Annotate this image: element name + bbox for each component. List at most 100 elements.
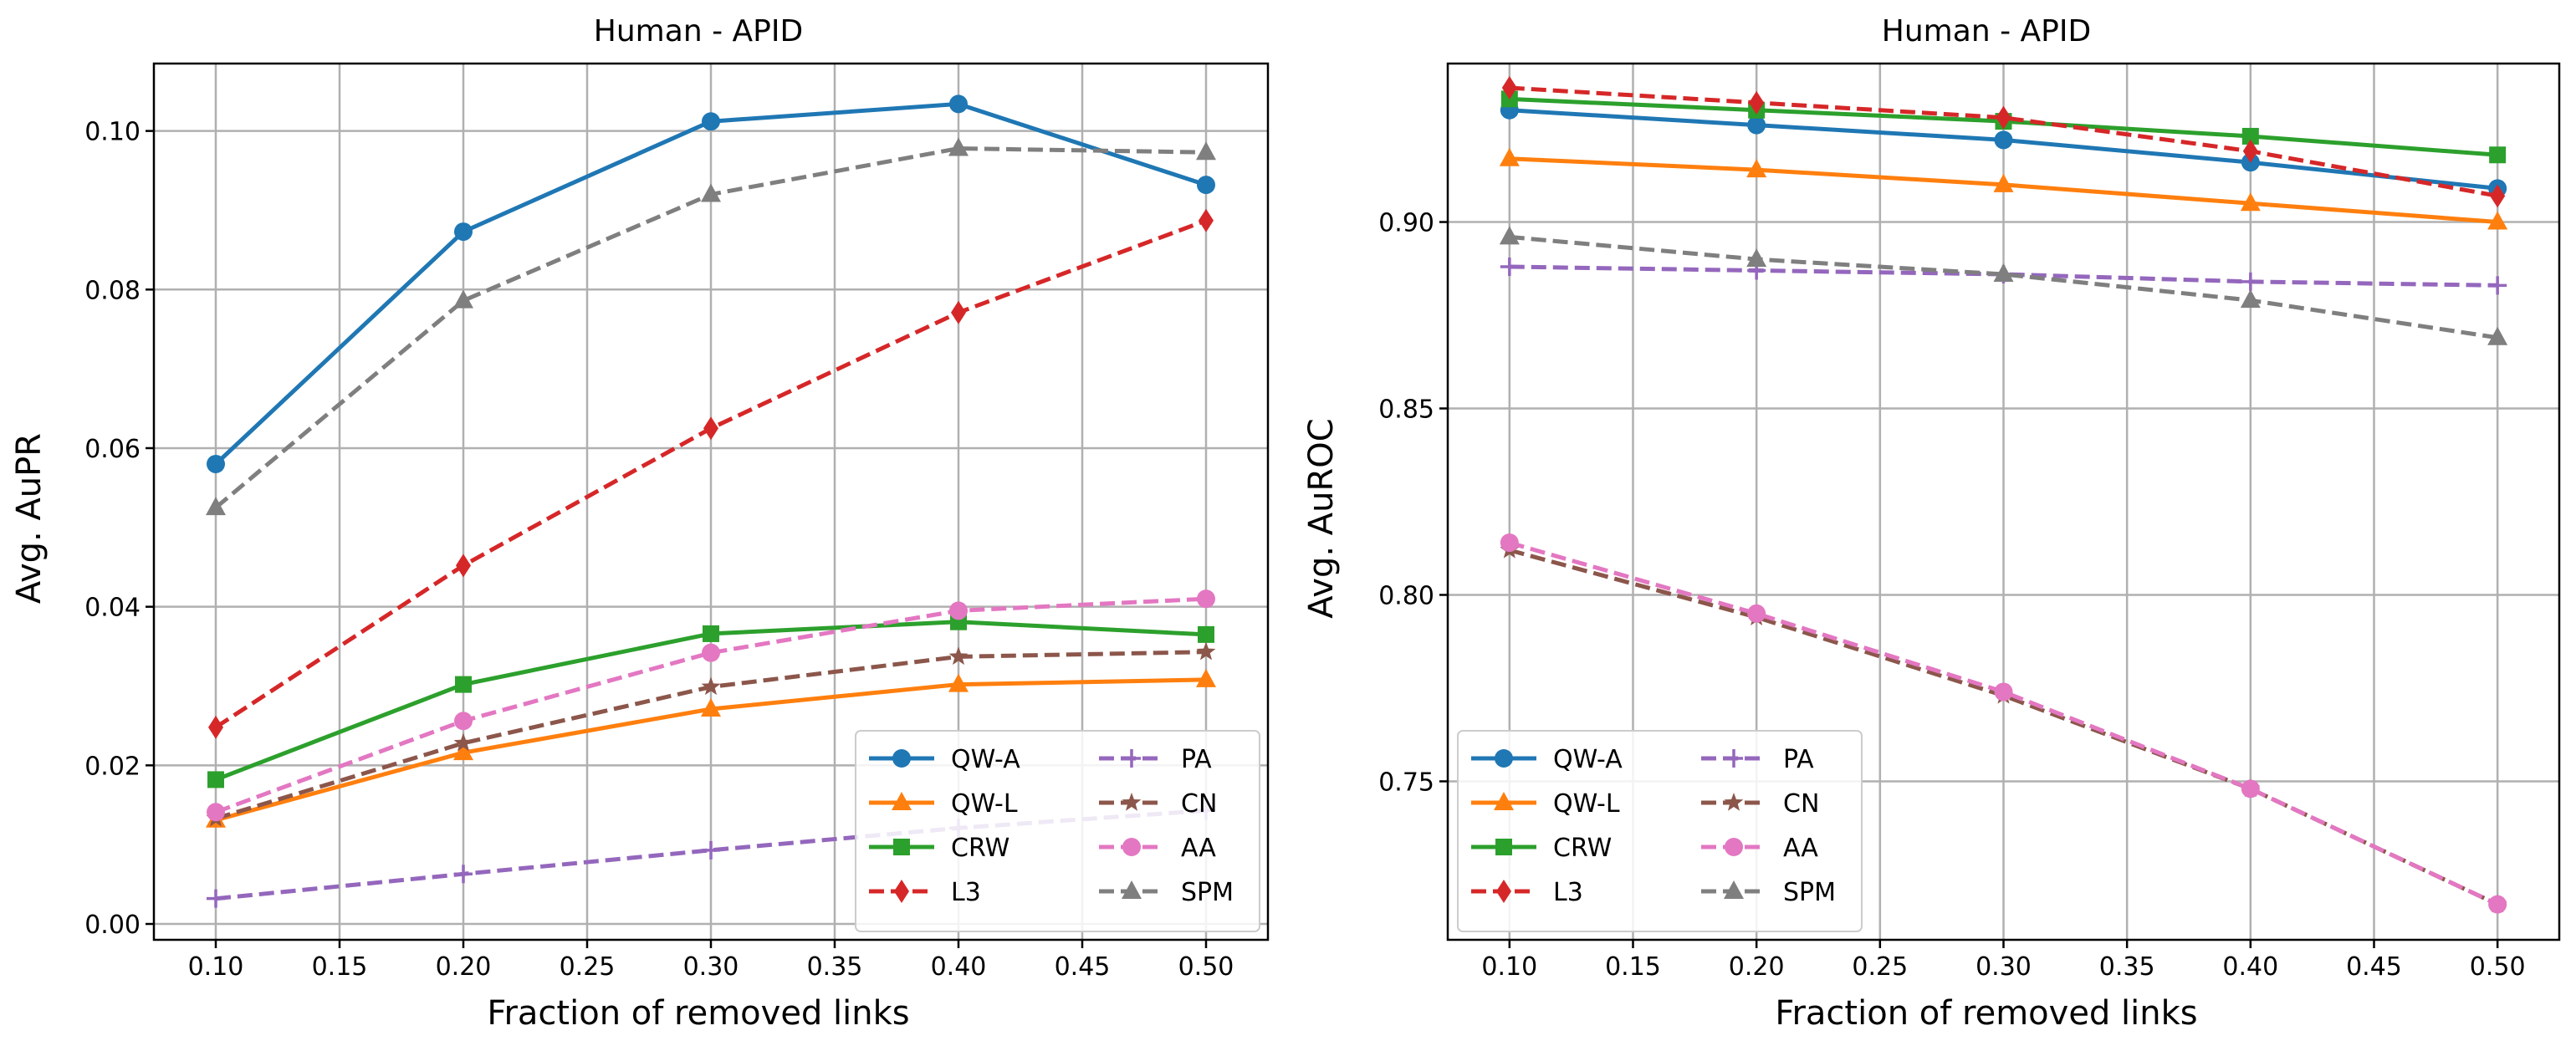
- series-qw-l: [1499, 147, 2508, 230]
- series-l3: [1501, 75, 2506, 208]
- data-point-l3: [1996, 105, 2011, 130]
- legend-entry-cn: CN: [1099, 789, 1217, 819]
- legend-label-l3: L3: [1553, 878, 1583, 907]
- data-point-cn: [948, 646, 969, 666]
- legend-label-cn: CN: [1181, 789, 1217, 819]
- data-point-aa: [454, 712, 473, 731]
- legend-entry-aa: AA: [1099, 834, 1216, 863]
- data-point-crw: [207, 771, 224, 788]
- chart-title: Human - APID: [1882, 14, 2091, 48]
- x-tick-label: 0.45: [2346, 952, 2402, 982]
- legend-marker-qw-a: [1495, 749, 1513, 768]
- chart-aupr: Human - APID Fraction of removed links A…: [10, 14, 1270, 1033]
- legend-marker-qw-l: [892, 792, 912, 810]
- legend-entry-spm: SPM: [1701, 878, 1836, 907]
- legend-label-qw-l: QW-L: [1553, 789, 1620, 819]
- legend-label-crw: CRW: [1553, 834, 1612, 863]
- data-point-aa: [2241, 779, 2260, 799]
- data-point-spm: [1746, 248, 1767, 268]
- legend-entry-l3: L3: [869, 878, 981, 907]
- legend-entry-crw: CRW: [869, 834, 1009, 863]
- y-tick-label: 0.08: [84, 276, 141, 305]
- legend: QW-A QW-L CRW L3 PA CN AA SPM: [1457, 730, 1863, 932]
- data-point-aa: [1197, 589, 1215, 609]
- legend-entry-pa: PA: [1099, 745, 1212, 774]
- legend-entry-qw-l: QW-L: [869, 789, 1018, 819]
- legend-marker-crw: [1495, 839, 1512, 855]
- legend-entry-l3: L3: [1471, 878, 1583, 907]
- data-point-l3: [1749, 90, 1765, 115]
- x-tick-label: 0.45: [1055, 952, 1111, 982]
- legend-label-crw: CRW: [951, 834, 1009, 863]
- data-point-crw: [703, 625, 719, 642]
- data-point-aa: [1500, 533, 1519, 553]
- chart-auroc: Human - APID Fraction of removed links A…: [1302, 14, 2561, 1033]
- data-point-cn: [701, 676, 721, 696]
- data-point-aa: [207, 803, 225, 822]
- data-point-qw-l: [1196, 668, 1216, 687]
- x-axis-label: Fraction of removed links: [1775, 994, 2197, 1033]
- legend-label-qw-a: QW-A: [1553, 745, 1623, 774]
- data-point-crw: [1198, 625, 1214, 643]
- data-point-pa: [702, 840, 720, 860]
- x-tick-label: 0.15: [312, 952, 368, 982]
- x-tick-label: 0.20: [436, 952, 492, 982]
- series-l3: [208, 208, 1214, 739]
- y-tick-label: 0.80: [1378, 581, 1434, 610]
- series-aa: [1500, 533, 2507, 914]
- legend-entry-aa: AA: [1701, 834, 1818, 863]
- legend-marker-aa: [1725, 838, 1743, 856]
- legend-box: [1457, 730, 1863, 932]
- legend-marker-cn: [1724, 793, 1744, 811]
- legend-entry-qw-a: QW-A: [869, 745, 1020, 774]
- legend-marker-qw-l: [1494, 792, 1514, 810]
- legend-label-spm: SPM: [1181, 878, 1234, 907]
- data-point-l3: [2490, 184, 2506, 208]
- data-point-l3: [703, 416, 718, 441]
- data-point-cn: [453, 732, 473, 752]
- series-line-l3: [1509, 85, 2498, 198]
- x-tick-label: 0.25: [560, 952, 616, 982]
- legend-entry-qw-a: QW-A: [1471, 745, 1623, 774]
- series-qw-l: [206, 668, 1216, 828]
- data-point-l3: [2242, 139, 2258, 163]
- data-point-aa: [1994, 682, 2013, 702]
- legend-label-pa: PA: [1783, 745, 1814, 774]
- legend-entry-crw: CRW: [1471, 834, 1612, 863]
- data-point-aa: [949, 601, 968, 620]
- legend-marker-l3: [1496, 880, 1511, 903]
- y-axis-label: Avg. AuROC: [1302, 418, 1341, 618]
- legend-box: [855, 730, 1260, 932]
- y-tick-label: 0.75: [1378, 768, 1434, 797]
- series-line-aa: [215, 596, 1207, 814]
- data-point-cn: [1196, 641, 1216, 661]
- chart-title: Human - APID: [594, 14, 803, 48]
- data-point-qw-l: [1746, 159, 1767, 178]
- data-point-qw-l: [1499, 147, 1520, 166]
- legend-marker-aa: [1122, 838, 1141, 856]
- data-point-pa: [207, 889, 225, 908]
- legend-label-cn: CN: [1783, 789, 1819, 819]
- x-tick-label: 0.40: [2222, 952, 2278, 982]
- legend-marker-qw-a: [892, 749, 911, 768]
- series-aa: [207, 589, 1215, 822]
- data-point-l3: [1501, 75, 1517, 99]
- data-point-l3: [456, 554, 471, 578]
- data-point-qw-a: [1747, 115, 1766, 135]
- data-point-pa: [1500, 258, 1519, 277]
- series-spm: [1499, 226, 2508, 345]
- data-point-spm: [701, 183, 721, 202]
- x-tick-label: 0.50: [1178, 952, 1234, 982]
- legend-label-qw-a: QW-A: [951, 745, 1020, 774]
- data-point-l3: [1199, 208, 1214, 232]
- data-point-qw-l: [453, 742, 473, 761]
- legend-entry-qw-l: QW-L: [1471, 789, 1620, 819]
- data-point-spm: [1196, 141, 1216, 161]
- data-point-qw-a: [454, 222, 473, 242]
- data-point-qw-a: [1197, 176, 1215, 195]
- data-point-pa: [454, 865, 473, 884]
- legend-entry-spm: SPM: [1099, 878, 1234, 907]
- data-point-spm: [2240, 289, 2261, 309]
- data-point-qw-l: [701, 698, 721, 717]
